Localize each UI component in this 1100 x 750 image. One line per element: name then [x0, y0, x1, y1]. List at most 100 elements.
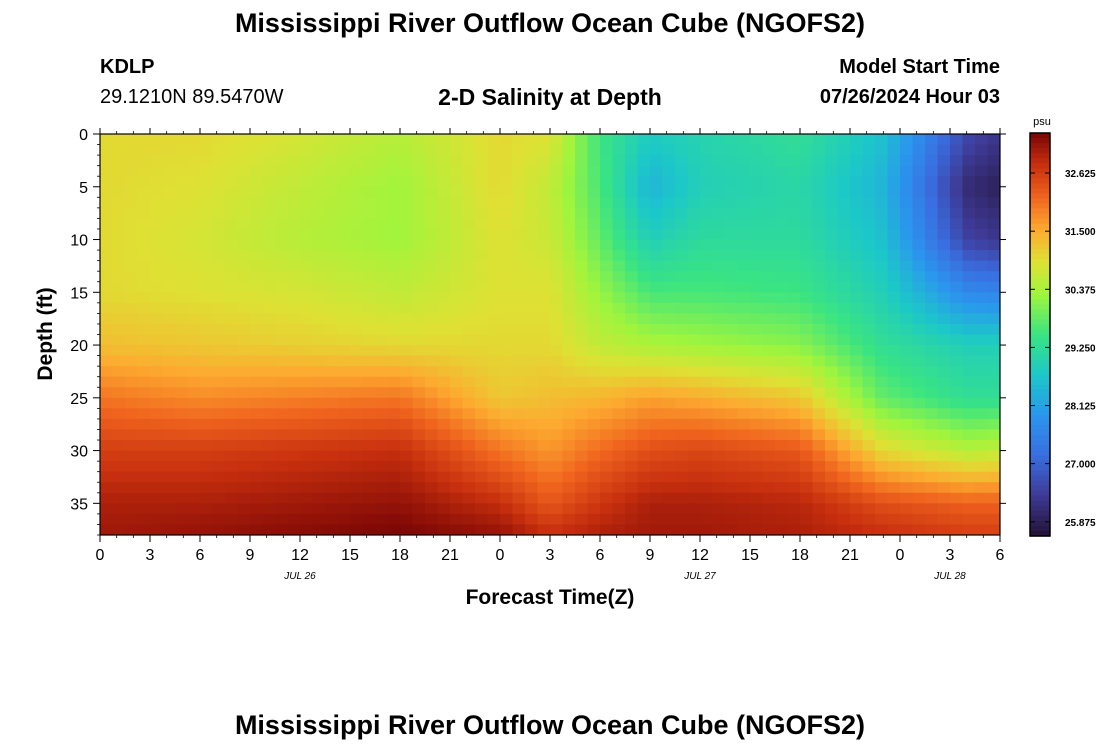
heatmap-cell: [337, 461, 351, 473]
heatmap-cell: [237, 450, 251, 462]
heatmap-cell: [700, 429, 714, 441]
heatmap-cell: [750, 260, 764, 272]
heatmap-cell: [337, 292, 351, 304]
heatmap-cell: [537, 397, 551, 409]
heatmap-cell: [225, 397, 239, 409]
heatmap-cell: [400, 376, 414, 388]
heatmap-cell: [300, 207, 314, 220]
heatmap-cell: [487, 218, 501, 230]
heatmap-cell: [287, 165, 301, 177]
heatmap-cell: [725, 513, 739, 526]
heatmap-cell: [250, 134, 264, 146]
heatmap-cell: [487, 176, 501, 188]
heatmap-cell: [950, 186, 964, 198]
heatmap-cell: [600, 345, 614, 357]
heatmap-cell: [887, 197, 901, 209]
heatmap-cell: [375, 239, 389, 251]
heatmap-cell: [450, 440, 464, 452]
heatmap-cell: [762, 281, 776, 293]
heatmap-cell: [487, 503, 501, 515]
heatmap-cell: [500, 513, 514, 526]
heatmap-cell: [687, 387, 701, 399]
heatmap-cell: [350, 429, 364, 441]
heatmap-cell: [325, 482, 339, 494]
heatmap-cell: [187, 471, 201, 483]
heatmap-cell: [975, 418, 989, 431]
heatmap-cell: [750, 376, 764, 388]
heatmap-cell: [150, 323, 164, 336]
heatmap-cell: [175, 250, 189, 262]
heatmap-cell: [987, 155, 1000, 167]
heatmap-cell: [225, 155, 239, 167]
heatmap-cell: [625, 323, 639, 336]
heatmap-cell: [825, 482, 839, 494]
heatmap-cell: [362, 323, 376, 336]
heatmap-cell: [375, 155, 389, 167]
heatmap-cell: [925, 155, 939, 167]
heatmap-cell: [600, 503, 614, 515]
heatmap-cell: [375, 250, 389, 262]
heatmap-cell: [425, 482, 439, 494]
heatmap-cell: [887, 334, 901, 346]
heatmap-cell: [637, 281, 651, 293]
heatmap-cell: [250, 144, 264, 156]
heatmap-cell: [850, 408, 864, 420]
heatmap-cell: [500, 239, 514, 251]
heatmap-cell: [662, 408, 676, 420]
heatmap-cell: [387, 292, 401, 304]
heatmap-cell: [637, 418, 651, 431]
heatmap-cell: [312, 482, 326, 494]
heatmap-cell: [437, 260, 451, 272]
heatmap-cell: [475, 418, 489, 431]
heatmap-cell: [762, 513, 776, 526]
heatmap-cell: [787, 492, 801, 504]
heatmap-cell: [850, 207, 864, 220]
heatmap-cell: [837, 418, 851, 431]
heatmap-cell: [650, 334, 664, 346]
heatmap-cell: [775, 239, 789, 251]
heatmap-cell: [500, 461, 514, 473]
heatmap-cell: [900, 323, 914, 336]
heatmap-cell: [787, 144, 801, 156]
heatmap-cell: [837, 197, 851, 209]
heatmap-cell: [912, 440, 926, 452]
heatmap-cell: [300, 418, 314, 431]
heatmap-cell: [187, 239, 201, 251]
heatmap-cell: [137, 155, 151, 167]
heatmap-cell: [325, 429, 339, 441]
heatmap-cell: [200, 250, 214, 262]
heatmap-cell: [937, 323, 951, 336]
heatmap-cell: [612, 429, 626, 441]
y-tick-label: 25: [70, 391, 88, 408]
heatmap-cell: [437, 513, 451, 526]
heatmap-cell: [275, 376, 289, 388]
heatmap-cell: [775, 271, 789, 283]
heatmap-cell: [737, 334, 751, 346]
heatmap-cell: [200, 281, 214, 293]
heatmap-cell: [450, 260, 464, 272]
heatmap-cell: [825, 429, 839, 441]
heatmap-cell: [225, 218, 239, 230]
heatmap-cell: [562, 281, 576, 293]
heatmap-cell: [937, 228, 951, 241]
heatmap-cell: [437, 207, 451, 220]
heatmap-cell: [375, 397, 389, 409]
heatmap-cell: [487, 461, 501, 473]
heatmap-cell: [512, 408, 526, 420]
heatmap-cell: [937, 155, 951, 167]
heatmap-cell: [687, 524, 701, 535]
heatmap-cell: [737, 397, 751, 409]
heatmap-cell: [962, 218, 976, 230]
heatmap-cell: [100, 334, 114, 346]
heatmap-cell: [487, 197, 501, 209]
heatmap-cell: [787, 323, 801, 336]
heatmap-cell: [125, 376, 139, 388]
heatmap-cell: [737, 302, 751, 314]
heatmap-cell: [100, 155, 114, 167]
heatmap-cell: [612, 397, 626, 409]
heatmap-cell: [162, 313, 176, 325]
heatmap-cell: [637, 482, 651, 494]
heatmap-cell: [225, 450, 239, 462]
colorbar-tick-label: 32.625: [1065, 169, 1096, 180]
heatmap-cell: [675, 197, 689, 209]
